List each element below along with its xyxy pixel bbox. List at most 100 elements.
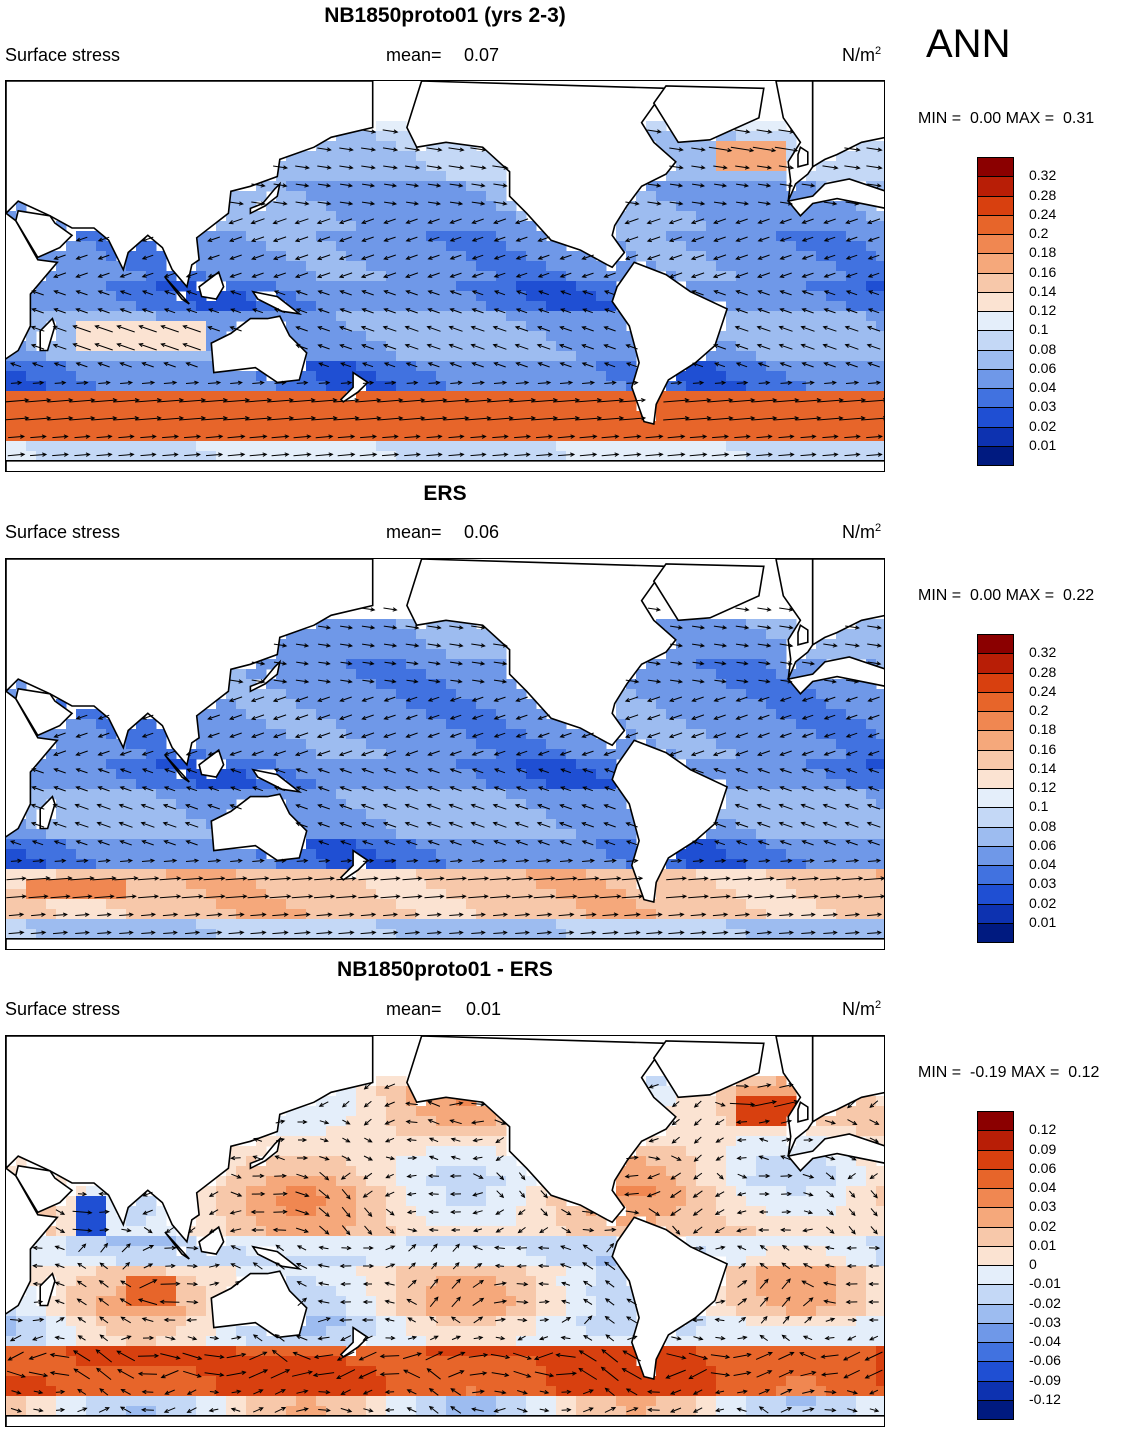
field-cell: [826, 759, 837, 770]
vector-arrowhead: [370, 165, 376, 170]
field-cell: [126, 859, 137, 870]
vector-arrow: [295, 165, 309, 169]
field-cell: [316, 719, 327, 730]
field-cell: [626, 689, 637, 700]
field-cell: [816, 799, 827, 810]
vector-arrow: [25, 399, 51, 403]
field-cell: [66, 759, 77, 770]
field-cell: [236, 401, 247, 412]
vector-arrowhead: [677, 380, 683, 386]
field-cell: [706, 291, 717, 302]
field-cell: [766, 649, 777, 660]
field-cell: [776, 311, 787, 322]
field-cell: [76, 331, 87, 342]
vector-arrow: [494, 272, 506, 278]
field-cell: [156, 749, 167, 760]
vector-arrow: [405, 183, 419, 187]
field-cell: [126, 819, 137, 830]
field-cell: [106, 401, 117, 412]
field-cell: [276, 281, 287, 292]
field-cell: [846, 451, 857, 462]
field-cell: [596, 759, 607, 770]
field-cell: [496, 441, 507, 452]
vector-arrowhead: [734, 343, 740, 349]
field-cell: [466, 421, 477, 432]
field-cell: [626, 431, 637, 442]
field-cell: [436, 241, 447, 252]
field-cell: [36, 351, 47, 362]
field-cell: [396, 849, 407, 860]
field-cell: [576, 421, 587, 432]
field-cell: [396, 391, 407, 402]
field-cell: [36, 789, 47, 800]
vector-arrowhead: [360, 255, 367, 260]
field-cell: [146, 451, 157, 462]
field-cell: [646, 421, 657, 432]
field-cell: [156, 391, 167, 402]
field-cell: [526, 271, 537, 282]
field-cell: [506, 829, 517, 840]
field-cell: [106, 291, 117, 302]
vector-arrow: [692, 183, 704, 187]
field-cell: [466, 241, 477, 252]
field-cell: [106, 441, 117, 452]
vector-arrowhead: [604, 308, 610, 313]
field-cell: [56, 311, 67, 322]
field-cell: [296, 271, 307, 282]
field-cell: [186, 371, 197, 382]
field-cell: [576, 819, 587, 830]
field-cell: [676, 699, 687, 710]
field-cell: [346, 311, 357, 322]
field-cell: [176, 301, 187, 312]
field-cell: [496, 241, 507, 252]
field-cell: [126, 281, 137, 292]
vector-arrowhead: [376, 416, 382, 421]
field-cell: [836, 301, 847, 312]
field-cell: [546, 381, 557, 392]
vector-arrowhead: [765, 201, 772, 206]
field-cell: [436, 301, 447, 312]
field-cell: [166, 431, 177, 442]
field-cell: [726, 639, 737, 650]
field-cell: [576, 829, 587, 840]
field-cell: [736, 679, 747, 690]
field-cell: [206, 241, 217, 252]
field-cell: [866, 709, 877, 720]
field-cell: [416, 271, 427, 282]
field-cell: [376, 679, 387, 690]
field-cell: [676, 749, 687, 760]
field-cell: [146, 401, 157, 412]
field-cell: [476, 689, 487, 700]
field-cell: [816, 291, 827, 302]
field-cell: [426, 411, 437, 422]
field-cell: [396, 201, 407, 212]
field-cell: [846, 321, 857, 332]
field-cell: [636, 699, 647, 710]
field-cell: [456, 411, 467, 422]
vector-arrowhead: [310, 398, 316, 403]
field-cell: [286, 799, 297, 810]
field-cell: [756, 849, 767, 860]
field-cell: [806, 649, 817, 660]
field-cell: [346, 221, 357, 232]
field-cell: [196, 729, 207, 740]
field-cell: [396, 799, 407, 810]
field-cell: [156, 799, 167, 810]
field-cell: [316, 839, 327, 850]
field-cell: [356, 839, 367, 850]
field-cell: [236, 381, 247, 392]
vector-arrow: [514, 435, 530, 439]
field-cell: [786, 381, 797, 392]
field-cell: [6, 211, 17, 222]
field-cell: [116, 859, 127, 870]
field-cell: [766, 619, 777, 630]
field-cell: [416, 669, 427, 680]
field-cell: [766, 421, 777, 432]
field-cell: [76, 849, 87, 860]
field-cell: [436, 729, 447, 740]
field-cell: [726, 799, 737, 810]
field-cell: [196, 401, 207, 412]
field-cell: [376, 799, 387, 810]
vector-arrow: [669, 254, 683, 260]
field-cell: [866, 391, 877, 402]
